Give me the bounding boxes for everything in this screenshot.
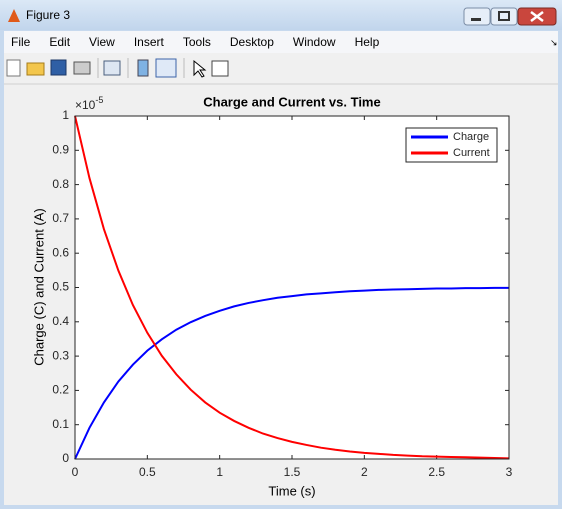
- y-tick-label: 0.2: [52, 383, 69, 397]
- minimize-icon: [471, 18, 481, 21]
- menu-item[interactable]: Window: [293, 35, 336, 49]
- app-icon: [8, 9, 20, 22]
- pointer-icon[interactable]: [193, 59, 207, 78]
- axes-background: [75, 116, 509, 459]
- y-tick-label: 0.3: [52, 348, 69, 362]
- menu-dock-arrow: ↘: [550, 37, 558, 47]
- y-axis-label: Charge (C) and Current (A): [31, 208, 46, 366]
- menu-bar: [4, 31, 558, 53]
- plot: 0 0.1 0.2 0.3 0.4 0.5 0.6 0.7 0.8 0.9 1 0 0.5 1 1.5 2 2.…: [52, 108, 512, 479]
- y-tick-label: 0.1: [52, 417, 69, 431]
- maximize-icon: [498, 11, 510, 21]
- y-tick-label: 0.8: [52, 177, 69, 191]
- link-icon[interactable]: [103, 60, 121, 76]
- y-multiplier-base: ×10: [75, 98, 96, 112]
- menu-item[interactable]: Edit: [49, 35, 70, 49]
- y-multiplier: ×10-5: [75, 95, 103, 112]
- y-tick-label: 0.5: [52, 280, 69, 294]
- save-icon[interactable]: [50, 59, 67, 76]
- maximize-button[interactable]: [490, 7, 518, 26]
- series-line: [74, 286, 509, 460]
- y-tick-label: 0.7: [52, 211, 69, 225]
- colorbar-icon[interactable]: [137, 59, 149, 77]
- series-line: [74, 115, 510, 460]
- menu: File Edit View Insert Tools Desktop Window Help: [11, 35, 380, 49]
- x-tick-label: 2.5: [428, 465, 445, 479]
- y-tick-label: 1: [62, 108, 69, 122]
- window-title: Figure 3: [26, 8, 70, 22]
- legend-box: [405, 127, 498, 163]
- menu-item[interactable]: View: [89, 35, 115, 49]
- new-icon[interactable]: [6, 59, 21, 77]
- y-tick-label: 0: [62, 451, 69, 465]
- menu-item[interactable]: Insert: [134, 35, 165, 49]
- y-tick-label: 0.6: [52, 245, 69, 259]
- property-editor-icon[interactable]: [211, 60, 229, 77]
- x-tick-label: 1: [216, 465, 223, 479]
- legend-icon[interactable]: [155, 58, 177, 78]
- axes-box: [74, 115, 510, 460]
- open-icon[interactable]: [26, 62, 45, 76]
- menu-item[interactable]: Help: [355, 35, 380, 49]
- legend-label: Charge: [453, 131, 489, 143]
- x-tick-label: 0.5: [139, 465, 156, 479]
- y-multiplier-exponent: -5: [95, 95, 103, 105]
- close-icon: [530, 11, 544, 22]
- legend-label: Current: [453, 147, 490, 159]
- x-tick-label: 0: [72, 465, 79, 479]
- toolbar: [4, 54, 558, 82]
- menu-item[interactable]: Tools: [183, 35, 211, 49]
- x-tick-label: 1.5: [284, 465, 301, 479]
- menu-item[interactable]: File: [11, 35, 31, 49]
- y-tick-label: 0.9: [52, 142, 69, 156]
- menu-item[interactable]: Desktop: [230, 35, 274, 49]
- x-tick-label: 3: [506, 465, 513, 479]
- x-axis-label: Time (s): [268, 483, 315, 498]
- toolbar-icons: [6, 58, 229, 78]
- x-tick-label: 2: [361, 465, 368, 479]
- print-icon[interactable]: [73, 61, 91, 75]
- minimize-button[interactable]: [463, 7, 491, 26]
- y-tick-label: 0.4: [52, 314, 69, 328]
- chart-title: Charge and Current vs. Time: [203, 94, 380, 109]
